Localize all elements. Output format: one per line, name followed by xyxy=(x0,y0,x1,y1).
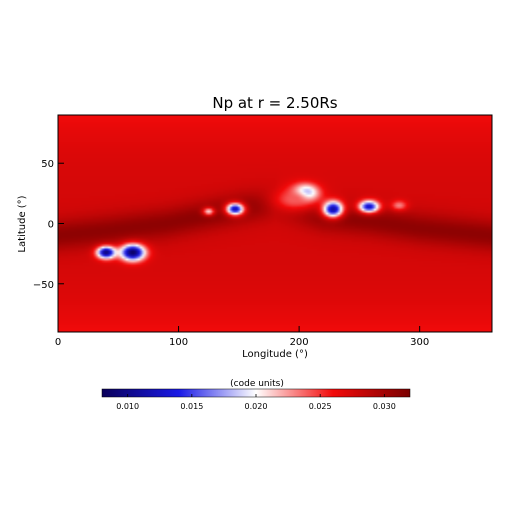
x-axis: 0 100 200 300 xyxy=(55,326,429,348)
colorbar: (code units) 0.010 0.015 0.020 0.025 0.030 xyxy=(101,379,411,411)
y-tick-label: −50 xyxy=(33,280,54,291)
colorbar-tick-label: 0.025 xyxy=(309,402,332,411)
colorbar-tick-label: 0.020 xyxy=(245,402,268,411)
chart-title: Np at r = 2.50Rs xyxy=(212,94,337,112)
plot-area xyxy=(57,114,493,333)
x-tick-label: 0 xyxy=(55,337,61,348)
x-tick-label: 100 xyxy=(169,337,188,348)
heatmap-image xyxy=(58,115,492,332)
colorbar-ticks: 0.010 0.015 0.020 0.025 0.030 xyxy=(116,394,396,411)
y-axis: −50 0 50 xyxy=(33,159,64,291)
x-axis-label: Longitude (°) xyxy=(242,349,308,360)
colorbar-tick-label: 0.015 xyxy=(180,402,203,411)
colorbar-tick-label: 0.030 xyxy=(373,402,396,411)
x-tick-label: 300 xyxy=(410,337,429,348)
colorbar-label: (code units) xyxy=(230,379,284,389)
y-tick-label: 50 xyxy=(41,159,54,170)
colorbar-tick-label: 0.010 xyxy=(116,402,139,411)
x-tick-label: 200 xyxy=(290,337,309,348)
y-axis-label: Latitude (°) xyxy=(17,195,28,252)
y-tick-label: 0 xyxy=(48,220,54,231)
